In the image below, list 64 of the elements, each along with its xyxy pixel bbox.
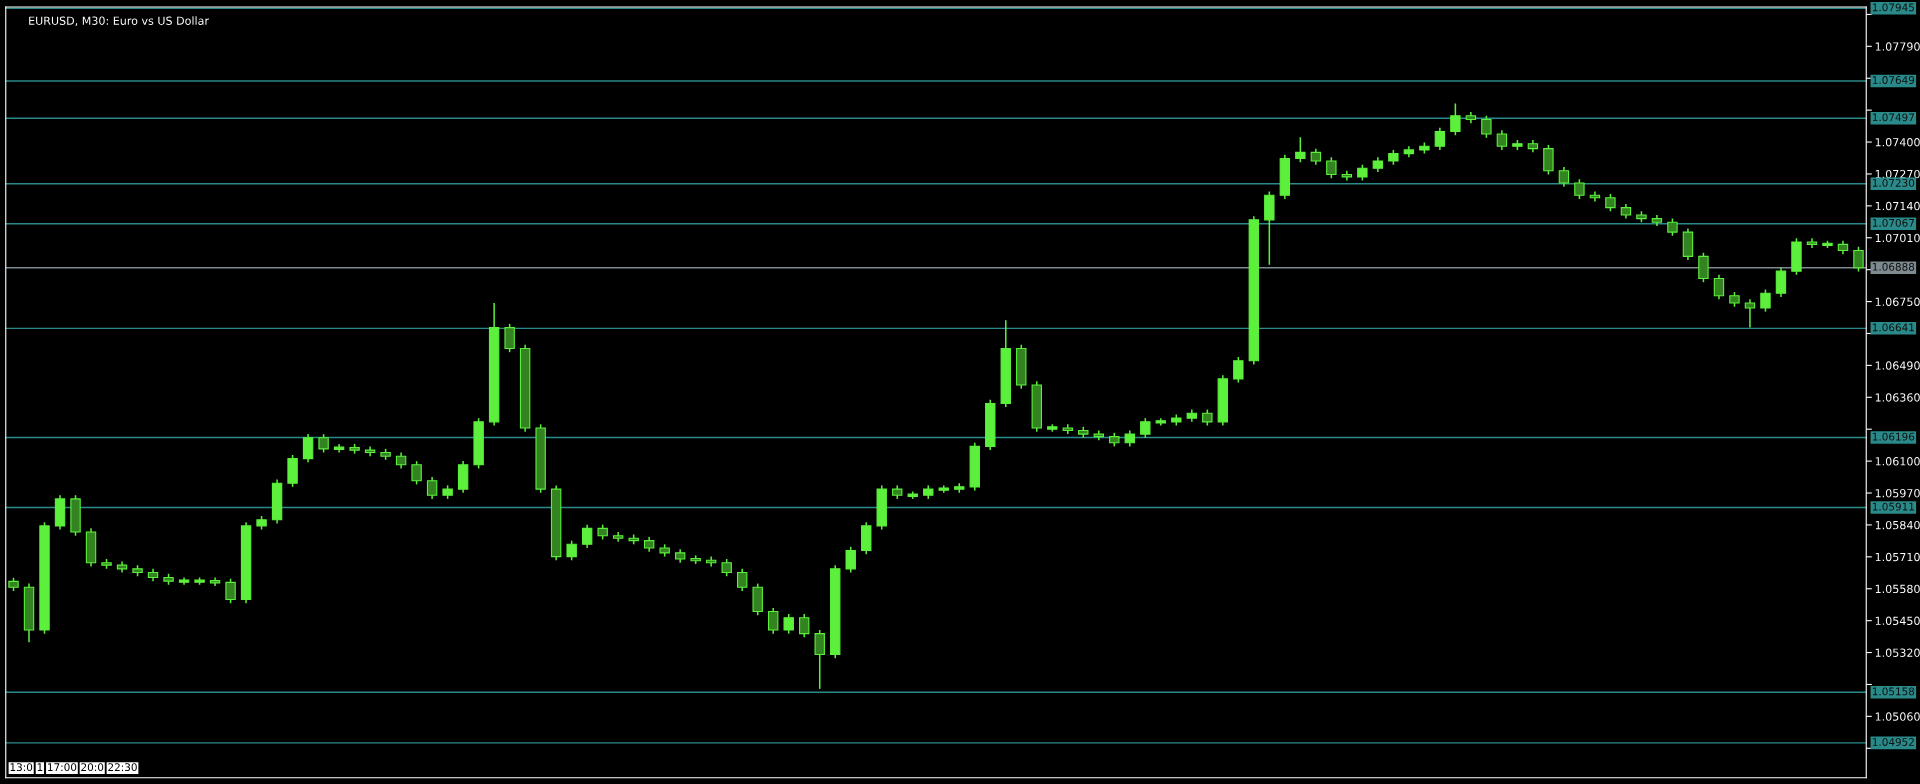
- ref-line-label: 1.07945: [1872, 3, 1914, 12]
- annotation: 13:0: [10, 763, 33, 772]
- candlestick: [1698, 251, 1709, 283]
- candlestick: [1450, 102, 1461, 136]
- ref-line-label: 1.05911: [1872, 502, 1914, 511]
- candlestick: [736, 568, 748, 592]
- candlestick: [1295, 136, 1306, 163]
- y-tick-label: 1.06490: [1875, 361, 1920, 370]
- y-tick-label: 1.07790: [1875, 42, 1920, 51]
- y-tick-label: 1.07400: [1875, 138, 1920, 147]
- candlestick: [799, 613, 810, 639]
- y-tick-label: 1.07010: [1875, 233, 1920, 243]
- candlestick: [768, 607, 779, 635]
- y-tick-label: 1.05060: [1875, 712, 1920, 721]
- candlestick: [1496, 129, 1508, 151]
- annotation: 1: [37, 763, 43, 771]
- annotation: 20:0: [81, 763, 104, 772]
- candlestick: [302, 433, 314, 464]
- candlestick: [1853, 246, 1864, 273]
- candlestick: [581, 523, 593, 549]
- candlestick: [1713, 274, 1725, 301]
- y-tick-label: 1.06750: [1875, 297, 1920, 306]
- ref-line-label: 1.06888: [1872, 262, 1915, 271]
- y-tick-label: 1.06360: [1875, 393, 1920, 402]
- y-tick-label: 1.05320: [1875, 648, 1920, 657]
- ref-line-label: 1.05158: [1872, 687, 1915, 696]
- ref-line-label: 1.07497: [1872, 113, 1914, 122]
- y-tick-label: 1.05580: [1875, 584, 1920, 594]
- annotation: 17:00: [48, 763, 77, 772]
- candlestick: [566, 539, 577, 562]
- ref-line-label: 1.07067: [1872, 218, 1914, 227]
- candlestick: [1140, 417, 1151, 439]
- ref-line-label: 1.04952: [1872, 738, 1914, 746]
- y-tick-label: 1.07140: [1875, 201, 1920, 211]
- candlestick: [1326, 156, 1337, 179]
- candlestick: [1775, 266, 1787, 298]
- candlestick: [1481, 115, 1492, 139]
- ref-line-label: 1.07649: [1872, 76, 1915, 84]
- candlestick: [1233, 356, 1244, 384]
- candlestick: [845, 546, 856, 574]
- y-tick-label: 1.05840: [1875, 520, 1920, 530]
- candlestick: [1760, 288, 1771, 313]
- candlestick: [318, 433, 329, 454]
- candlestick: [426, 476, 438, 500]
- candlestick: [225, 577, 236, 604]
- candlestick: [783, 613, 794, 635]
- candlestick: [814, 629, 825, 690]
- text: EURUSD, M30: Euro vs US Dollar: [29, 16, 209, 27]
- ref-line-label: 1.06196: [1872, 432, 1915, 441]
- candlestick: [1574, 178, 1585, 200]
- candlestick: [1744, 298, 1756, 329]
- ref-line-label: 1.06641: [1872, 323, 1914, 332]
- y-tick-label: 1.07270: [1875, 169, 1920, 179]
- y-tick-label: 1.05710: [1875, 552, 1920, 562]
- y-tick-label: 1.05450: [1875, 616, 1920, 626]
- candlestick: [1434, 127, 1446, 151]
- annotation: 22:30: [108, 763, 137, 772]
- ref-line-label: 1.07230: [1872, 178, 1915, 187]
- candlestick: [1558, 166, 1570, 188]
- y-tick-label: 1.05970: [1875, 489, 1920, 498]
- y-tick-label: 1.06100: [1875, 457, 1920, 466]
- candlestick: [504, 323, 515, 353]
- candlestick: [411, 460, 422, 486]
- candlestick: [1543, 144, 1554, 176]
